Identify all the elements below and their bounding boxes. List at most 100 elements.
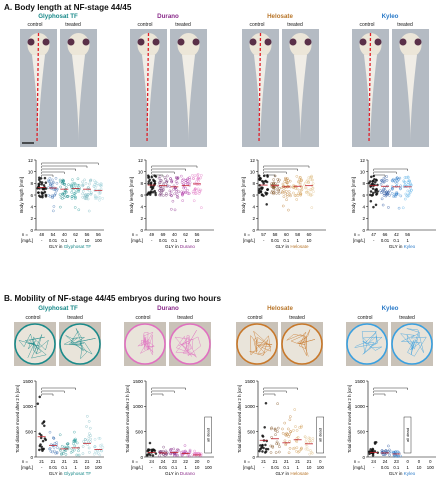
data-point	[165, 180, 169, 184]
data-point	[70, 447, 73, 450]
data-point	[294, 425, 297, 428]
data-point	[49, 183, 52, 187]
data-point	[367, 181, 371, 185]
data-point	[58, 178, 62, 182]
significance-bracket	[263, 171, 287, 174]
data-point	[63, 189, 67, 193]
significance-bracket	[263, 168, 298, 171]
data-point	[93, 195, 97, 199]
data-point	[66, 194, 70, 198]
tadpole-images	[352, 29, 429, 147]
data-point	[147, 180, 151, 183]
y-tick-label: 0	[30, 228, 33, 233]
n-label: 24	[371, 459, 376, 464]
data-point	[82, 189, 85, 193]
swim-track	[249, 330, 273, 356]
sub-label-treated: treated	[289, 315, 305, 321]
data-point	[406, 183, 410, 186]
data-point	[384, 194, 388, 198]
data-point	[270, 436, 273, 439]
n-label: 0	[406, 459, 409, 464]
sub-label-control: control	[357, 315, 373, 321]
data-point	[375, 187, 378, 191]
data-point	[77, 453, 81, 457]
conc-label: -	[263, 465, 265, 470]
data-point	[289, 430, 292, 433]
y-tick-label: 500	[357, 429, 365, 434]
data-point	[94, 186, 97, 189]
n-label: 0	[319, 459, 322, 464]
data-point	[81, 183, 85, 187]
significance-bracket	[151, 174, 164, 177]
data-point	[281, 190, 284, 194]
data-point	[98, 437, 102, 440]
data-point	[173, 454, 176, 458]
data-point	[393, 192, 397, 196]
data-point	[373, 442, 377, 445]
data-point	[387, 206, 390, 209]
data-point	[399, 454, 402, 458]
n-prefix: n =	[354, 459, 361, 464]
data-point	[180, 190, 183, 194]
tadpole-body	[72, 55, 85, 141]
data-point	[385, 175, 389, 178]
data-point	[263, 426, 266, 429]
data-point	[275, 185, 279, 189]
data-point	[48, 180, 52, 183]
n-label: 47	[371, 232, 376, 237]
data-point	[394, 450, 397, 453]
data-point	[44, 181, 48, 185]
data-point	[172, 447, 176, 451]
data-point	[93, 438, 97, 441]
data-point	[173, 186, 177, 189]
data-point	[89, 440, 92, 444]
significance-bracket	[263, 174, 276, 177]
panel-a-title: Glyphosat TF	[38, 13, 78, 20]
n-label: 0	[429, 459, 432, 464]
data-point	[54, 176, 58, 180]
data-point	[186, 177, 189, 181]
section-b-title: B. Mobility of NF-stage 44/45 embryos du…	[4, 294, 221, 303]
data-point	[61, 178, 65, 182]
data-point	[159, 184, 163, 188]
data-point	[84, 181, 88, 185]
data-point	[77, 449, 80, 453]
tadpole-images	[130, 29, 207, 147]
data-point	[200, 174, 203, 177]
data-point	[146, 453, 149, 457]
y-tick-label: 8	[252, 181, 255, 186]
data-point	[307, 180, 310, 184]
data-point	[297, 189, 301, 193]
y-axis-label: Total distance moved after 2 h [cm]	[125, 385, 130, 453]
gly-label: GLY in Durano	[165, 471, 195, 476]
y-tick-label: 2	[252, 216, 255, 221]
data-point	[166, 174, 169, 178]
y-tick-label: 500	[135, 429, 143, 434]
significance-bracket	[41, 168, 76, 171]
n-label: 20	[195, 459, 200, 464]
data-point	[51, 450, 54, 454]
data-point	[58, 433, 62, 437]
data-point	[153, 189, 156, 193]
data-point	[276, 430, 279, 433]
data-point	[88, 432, 91, 435]
data-point	[55, 181, 59, 185]
data-point	[403, 180, 407, 184]
tadpole-body	[182, 55, 195, 141]
data-point	[175, 193, 179, 196]
data-point	[180, 450, 183, 454]
data-point	[193, 187, 197, 191]
tadpole-eye	[264, 38, 272, 46]
data-point	[398, 176, 402, 180]
data-point	[64, 449, 68, 453]
n-label: 24	[383, 459, 388, 464]
data-point	[278, 445, 281, 449]
data-point	[149, 190, 153, 193]
data-point	[299, 426, 303, 429]
data-point	[195, 189, 198, 193]
data-point	[164, 177, 167, 181]
data-point	[64, 186, 68, 189]
conc-label: 100	[317, 465, 325, 470]
data-point	[175, 190, 178, 193]
